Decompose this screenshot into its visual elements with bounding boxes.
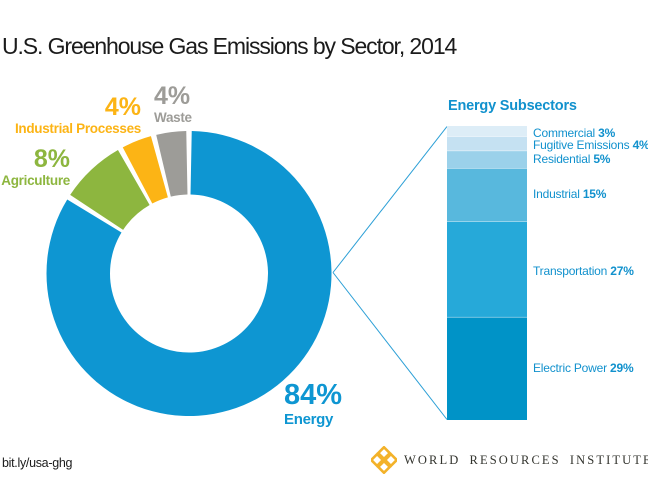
funnel-line-top — [332, 126, 448, 273]
wri-icon-diamond — [371, 452, 385, 468]
bar-label-value: 3% — [598, 126, 616, 140]
bar-label-commercial: Commercial 3% — [533, 127, 615, 140]
page-title: U.S. Greenhouse Gas Emissions by Sector,… — [2, 33, 457, 59]
donut-segment-industrial-processes — [122, 136, 168, 204]
footer-link: bit.ly/usa-ghg — [2, 456, 73, 470]
wri-icon-diamond — [376, 459, 392, 474]
bar-segment-residential — [447, 150, 527, 169]
bar-label-name: Electric Power — [533, 360, 611, 375]
donut-label-name: Energy — [284, 411, 334, 428]
donut-label-pct: 8% — [33, 145, 70, 173]
donut-label-energy: 84% Energy — [284, 379, 343, 428]
donut-label-name: Industrial Processes — [14, 121, 141, 136]
bar-label-name: Industrial — [533, 186, 583, 201]
bar-segment-fugitive-emissions — [447, 136, 527, 151]
bar-label-name: Residential — [533, 151, 594, 166]
bar-label-industrial: Industrial 15% — [533, 186, 607, 201]
donut-label-pct: 84% — [284, 379, 343, 411]
bar-label-name: Commercial — [533, 126, 599, 140]
bar-label-value: 27% — [610, 263, 634, 278]
bar-label-transportation: Transportation 27% — [533, 263, 634, 278]
bar-label-name: Transportation — [533, 263, 611, 278]
donut-label-industrial-processes: 4% Industrial Processes — [0, 95, 141, 136]
donut-label-name: Waste — [154, 110, 192, 125]
donut-label-name: Agriculture — [1, 173, 70, 188]
wri-diamond-lattice-icon — [371, 446, 397, 474]
energy-subsectors-header: Energy Subsectors — [448, 98, 577, 114]
bar-segment-transportation — [447, 221, 527, 318]
donut-segment-waste — [156, 131, 188, 197]
funnel-line-bottom — [332, 272, 448, 420]
bar-segment-electric-power — [447, 317, 527, 420]
bar-segment-industrial — [447, 168, 527, 222]
bar-segment-commercial — [447, 126, 527, 137]
donut-label-pct: 4% — [104, 93, 141, 121]
wri-logo-text: WORLD RESOURCES INSTITUTE — [404, 452, 648, 467]
donut-label-waste: 4% Waste — [154, 84, 192, 125]
donut-label-pct: 4% — [154, 82, 191, 110]
bar-label-value: 4% — [632, 137, 648, 152]
wri-icon-diamond — [383, 452, 397, 468]
bar-label-residential: Residential 5% — [533, 151, 611, 166]
bar-label-fugitive-emissions: Fugitive Emissions 4% — [533, 137, 648, 152]
donut-segment-energy — [46, 131, 332, 417]
wri-icon-diamond — [376, 446, 392, 461]
wri-logo: WORLD RESOURCES INSTITUTE — [371, 446, 648, 474]
donut-label-agriculture: 8% Agriculture — [0, 147, 70, 188]
wri-icon-lattice — [371, 446, 397, 474]
donut-segment-agriculture — [70, 149, 150, 230]
bar-label-value: 29% — [610, 360, 634, 375]
bar-label-value: 5% — [593, 151, 611, 166]
bar-label-electric-power: Electric Power 29% — [533, 360, 634, 375]
bar-label-name: Fugitive Emissions — [533, 137, 633, 152]
bar-label-value: 15% — [582, 186, 607, 201]
